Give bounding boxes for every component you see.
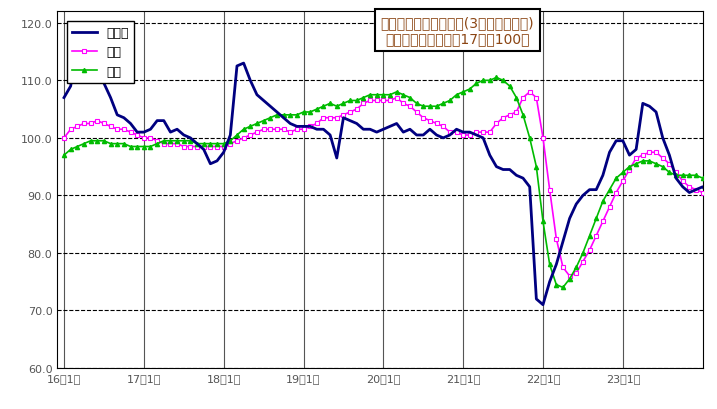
- 中国: [565, 274, 574, 279]
- 鳥取県: [266, 105, 275, 110]
- 鳥取県: [60, 96, 68, 101]
- 中国: [113, 128, 122, 133]
- 鳥取県: [306, 125, 315, 130]
- 中国: [60, 136, 68, 141]
- 鳥取県: [538, 303, 547, 308]
- 全国: [492, 76, 500, 81]
- 鳥取県: [546, 280, 554, 285]
- 全国: [538, 219, 547, 224]
- 中国: [526, 90, 534, 95]
- 全国: [445, 99, 454, 103]
- Legend: 鳥取県, 中国, 全国: 鳥取県, 中国, 全国: [67, 22, 134, 83]
- 鳥取県: [120, 116, 128, 121]
- 全国: [60, 153, 68, 158]
- 中国: [260, 128, 268, 133]
- 全国: [452, 93, 461, 98]
- Line: 全国: 全国: [62, 76, 717, 290]
- 全国: [559, 285, 567, 290]
- 全国: [299, 110, 308, 115]
- 全国: [260, 119, 268, 124]
- Text: 鉱工業生産指数の推移(3ヶ月移動平均)
（季節調整済、平成17年＝100）: 鉱工業生産指数の推移(3ヶ月移動平均) （季節調整済、平成17年＝100）: [381, 16, 534, 46]
- 鳥取県: [80, 41, 88, 46]
- 中国: [299, 128, 308, 133]
- Line: 鳥取県: 鳥取県: [64, 44, 717, 305]
- Line: 中国: 中国: [62, 91, 717, 278]
- 中国: [452, 130, 461, 135]
- 中国: [445, 130, 454, 135]
- 全国: [113, 142, 122, 147]
- 鳥取県: [452, 128, 461, 133]
- 鳥取県: [459, 130, 467, 135]
- 中国: [538, 136, 547, 141]
